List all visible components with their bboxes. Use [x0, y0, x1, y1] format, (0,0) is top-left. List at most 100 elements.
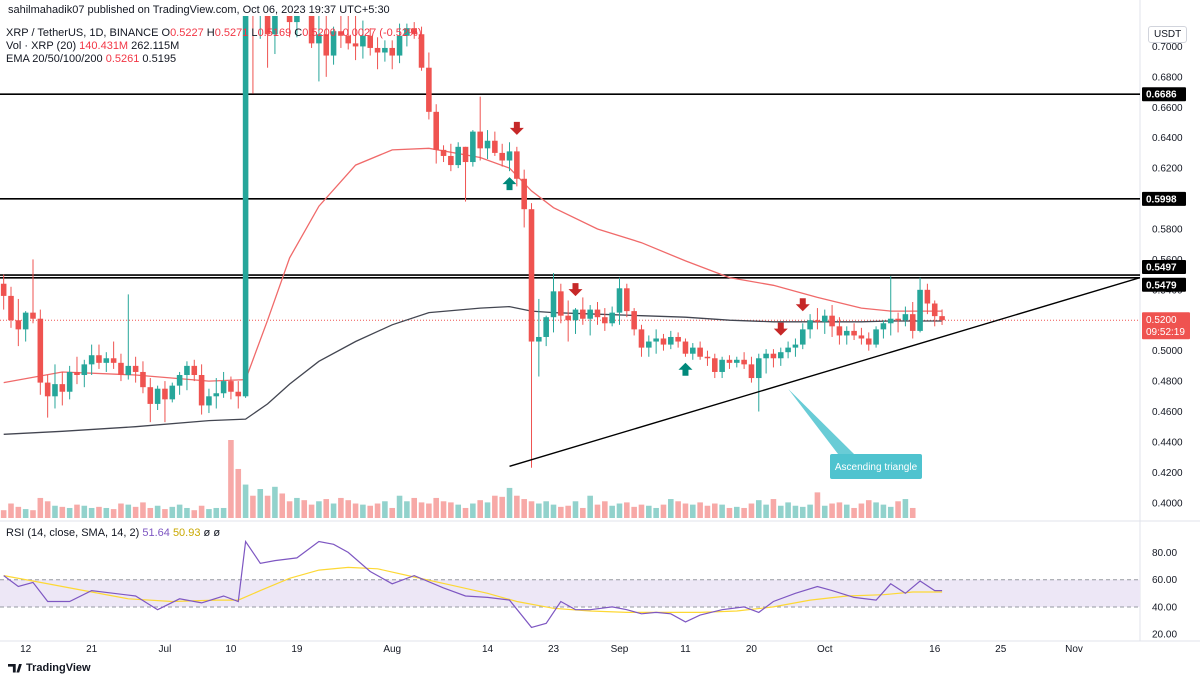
candle-body[interactable] [755, 358, 762, 379]
candle-body[interactable] [558, 291, 564, 316]
currency-button[interactable]: USDT [1148, 26, 1188, 43]
candle-body[interactable] [675, 336, 681, 342]
candle-body[interactable] [873, 329, 879, 345]
ascending-trendline[interactable] [509, 276, 1140, 467]
candle-body[interactable] [15, 320, 22, 330]
candle-body[interactable] [638, 329, 645, 348]
candle-body[interactable] [360, 35, 366, 47]
candle-body[interactable] [587, 309, 593, 319]
candle-body[interactable] [198, 375, 205, 406]
candle-body[interactable] [763, 353, 769, 359]
candle-body[interactable] [455, 146, 461, 166]
candle-body[interactable] [169, 385, 176, 400]
candle-body[interactable] [470, 131, 476, 163]
candle-body[interactable] [272, 0, 278, 35]
candle-body[interactable] [690, 347, 696, 354]
candle-body[interactable] [799, 329, 806, 345]
candle-body[interactable] [514, 151, 520, 179]
candle-body[interactable] [726, 359, 733, 363]
candle-body[interactable] [96, 355, 102, 363]
candle-body[interactable] [8, 295, 14, 321]
candle-body[interactable] [499, 152, 505, 161]
candle-body[interactable] [440, 149, 447, 156]
candle-body[interactable] [602, 317, 608, 324]
tradingview-logo[interactable]: TradingView [8, 662, 91, 674]
candle-body[interactable] [250, 0, 256, 1]
candle-body[interactable] [660, 338, 667, 345]
candle-body[interactable] [528, 209, 535, 342]
candle-body[interactable] [228, 381, 234, 392]
candle-body[interactable] [843, 330, 850, 336]
candle-body[interactable] [565, 315, 571, 321]
candle-body[interactable] [792, 344, 799, 348]
candle-body[interactable] [81, 364, 88, 376]
candle-body[interactable] [668, 336, 674, 345]
candle-body[interactable] [924, 289, 931, 304]
candle-body[interactable] [646, 341, 652, 348]
candle-body[interactable] [147, 387, 154, 404]
candle-body[interactable] [411, 28, 417, 35]
candle-body[interactable] [118, 362, 124, 376]
candle-body[interactable] [865, 338, 872, 345]
candle-body[interactable] [44, 382, 51, 397]
candle-body[interactable] [191, 365, 198, 376]
candle-body[interactable] [462, 146, 469, 163]
candle-body[interactable] [140, 371, 146, 388]
candle-body[interactable] [917, 289, 923, 331]
candle-body[interactable] [836, 326, 843, 336]
candle-body[interactable] [294, 0, 300, 23]
candle-body[interactable] [580, 309, 586, 319]
candle-body[interactable] [367, 35, 374, 48]
candle-body[interactable] [550, 291, 557, 318]
candle-body[interactable] [858, 335, 865, 339]
candle-body[interactable] [264, 0, 271, 35]
candle-body[interactable] [807, 320, 813, 330]
candle-body[interactable] [316, 34, 322, 44]
candle-body[interactable] [902, 314, 909, 321]
candle-body[interactable] [176, 375, 183, 386]
candle-body[interactable] [719, 359, 725, 372]
candle-body[interactable] [418, 34, 425, 68]
candle-body[interactable] [785, 347, 791, 353]
candle-body[interactable] [624, 288, 630, 312]
candle-body[interactable] [206, 396, 212, 406]
candle-body[interactable] [851, 330, 857, 336]
candle-body[interactable] [37, 318, 44, 383]
candle-body[interactable] [594, 309, 601, 318]
candle-body[interactable] [125, 365, 132, 376]
candle-body[interactable] [396, 35, 403, 56]
candle-body[interactable] [477, 131, 483, 149]
candle-body[interactable] [748, 364, 755, 379]
candle-body[interactable] [609, 312, 615, 324]
candle-body[interactable] [88, 355, 95, 365]
candle-body[interactable] [382, 47, 388, 53]
candle-body[interactable] [631, 311, 637, 330]
candle-body[interactable] [323, 34, 330, 56]
candle-body[interactable] [404, 28, 410, 36]
candle-body[interactable] [213, 393, 220, 397]
candle-body[interactable] [30, 312, 36, 319]
candle-body[interactable] [154, 388, 161, 404]
candle-body[interactable] [814, 320, 821, 322]
candle-body[interactable] [162, 388, 168, 400]
candle-body[interactable] [741, 359, 747, 365]
candle-body[interactable] [66, 371, 73, 392]
candle-body[interactable] [426, 67, 432, 112]
candle-body[interactable] [697, 347, 703, 357]
candle-body[interactable] [433, 111, 439, 150]
candle-body[interactable] [242, 0, 249, 397]
candle-body[interactable] [536, 336, 542, 342]
candle-body[interactable] [184, 365, 190, 376]
candle-body[interactable] [448, 155, 454, 166]
candle-body[interactable] [345, 35, 352, 44]
candle-body[interactable] [887, 318, 894, 324]
candle-body[interactable] [543, 317, 549, 337]
candle-body[interactable] [59, 384, 66, 392]
candle-body[interactable] [330, 31, 337, 56]
candle-body[interactable] [352, 43, 359, 47]
candle-body[interactable] [682, 341, 689, 354]
candle-body[interactable] [909, 314, 916, 331]
candle-body[interactable] [829, 315, 835, 327]
candle-body[interactable] [286, 0, 293, 23]
candle-body[interactable] [103, 358, 110, 363]
